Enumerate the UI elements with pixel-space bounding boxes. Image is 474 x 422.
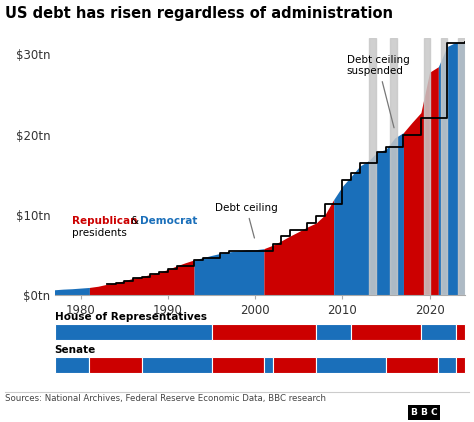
Bar	[316, 324, 351, 340]
Text: House of Representatives: House of Representatives	[55, 311, 207, 322]
Text: Sources: National Archives, Federal Reserve Economic Data, BBC research: Sources: National Archives, Federal Rese…	[5, 394, 326, 403]
Bar	[391, 38, 397, 295]
Text: Democrat: Democrat	[140, 216, 197, 226]
Bar	[55, 357, 90, 373]
Text: &: &	[131, 216, 143, 226]
Bar	[438, 357, 456, 373]
Bar	[423, 38, 429, 295]
Bar	[441, 38, 447, 295]
Text: Senate: Senate	[55, 345, 96, 355]
Bar	[386, 357, 438, 373]
Text: Debt ceiling
suspended: Debt ceiling suspended	[347, 54, 410, 128]
Text: US debt has risen regardless of administration: US debt has risen regardless of administ…	[5, 6, 393, 22]
Text: Republican: Republican	[72, 216, 137, 226]
Bar	[456, 324, 465, 340]
Bar	[458, 38, 465, 295]
Text: Debt ceiling: Debt ceiling	[215, 203, 278, 238]
Bar	[264, 357, 273, 373]
Bar	[273, 357, 316, 373]
Bar	[456, 357, 465, 373]
Bar	[142, 357, 211, 373]
Bar	[316, 357, 386, 373]
Bar	[369, 38, 375, 295]
Text: B B C: B B C	[411, 408, 438, 417]
Bar	[421, 324, 456, 340]
Bar	[211, 357, 264, 373]
Bar	[90, 357, 142, 373]
Bar	[55, 324, 211, 340]
Text: presidents: presidents	[72, 227, 127, 238]
Bar	[351, 324, 421, 340]
Bar	[211, 324, 316, 340]
